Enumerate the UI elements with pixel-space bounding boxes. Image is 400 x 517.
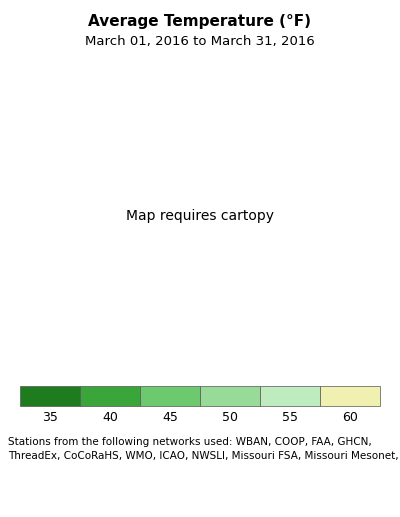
Text: 50: 50	[222, 411, 238, 424]
Text: 40: 40	[102, 411, 118, 424]
Text: 55: 55	[282, 411, 298, 424]
Bar	[320, 386, 380, 406]
Text: 45: 45	[162, 411, 178, 424]
Text: 35: 35	[42, 411, 58, 424]
Text: Average Temperature (°F): Average Temperature (°F)	[88, 14, 312, 29]
Text: 60: 60	[342, 411, 358, 424]
Bar	[20, 386, 80, 406]
Bar	[80, 386, 140, 406]
Bar	[200, 386, 260, 406]
Text: Map requires cartopy: Map requires cartopy	[126, 209, 274, 223]
Bar	[140, 386, 200, 406]
Bar	[260, 386, 320, 406]
Text: March 01, 2016 to March 31, 2016: March 01, 2016 to March 31, 2016	[85, 35, 315, 48]
Text: Stations from the following networks used: WBAN, COOP, FAA, GHCN,
ThreadEx, CoCo: Stations from the following networks use…	[8, 437, 399, 461]
